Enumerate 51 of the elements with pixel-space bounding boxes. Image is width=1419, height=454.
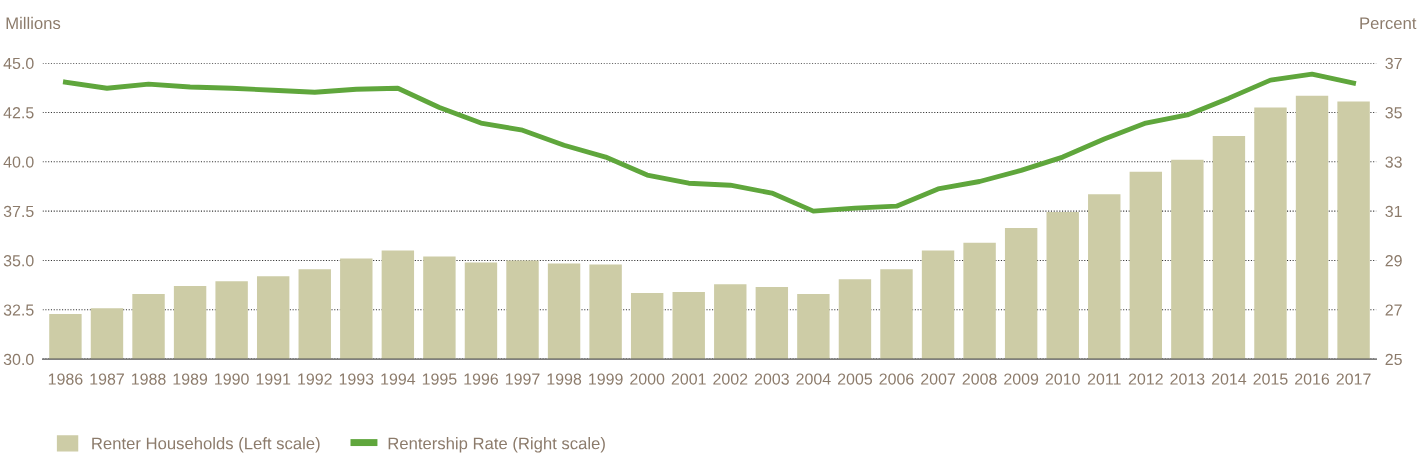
y-tick-label: 32.5 [3, 304, 34, 316]
x-tick-label: 1987 [90, 373, 124, 385]
y2-tick-label: 31 [1385, 205, 1402, 218]
y2-tick-label: 29 [1385, 255, 1402, 267]
y-tick-label: 37.5 [3, 205, 34, 218]
y2-axis-title: Percent [1360, 17, 1417, 30]
x-tick-label: 2009 [1004, 373, 1039, 385]
x-tick-label: 2008 [962, 373, 997, 385]
y2-tick-label: 25 [1385, 353, 1402, 366]
y-tick-label: 40.0 [3, 156, 34, 168]
x-tick-label: 2001 [671, 373, 706, 385]
x-tick-label: 1991 [256, 373, 291, 385]
legend-label: Renter Households (Left scale) [92, 437, 320, 453]
x-tick-label: 2010 [1045, 373, 1080, 385]
y2-tick-label: 33 [1385, 156, 1402, 168]
x-tick-label: 1993 [339, 373, 374, 385]
x-tick-label: 1998 [547, 373, 582, 385]
x-tick-label: 2017 [1336, 373, 1371, 385]
x-tick-label: 2002 [713, 373, 748, 385]
x-tick-label: 2012 [1128, 373, 1163, 385]
y2-tick-label: 35 [1385, 107, 1402, 119]
y2-tick-label: 37 [1385, 57, 1402, 70]
x-tick-label: 1989 [173, 373, 208, 385]
x-tick-label: 1999 [589, 373, 623, 385]
x-tick-label: 2013 [1170, 373, 1205, 385]
x-tick-label: 2006 [879, 373, 914, 385]
x-tick-label: 2004 [796, 373, 831, 385]
x-tick-label: 1994 [381, 373, 416, 385]
x-tick-label: 2007 [921, 373, 956, 385]
y-tick-label: 45.0 [3, 57, 34, 70]
x-tick-label: 2005 [837, 373, 873, 385]
x-tick-label: 2014 [1211, 373, 1247, 385]
x-tick-label: 1997 [505, 373, 540, 385]
y2-tick-label: 27 [1385, 304, 1402, 316]
x-tick-label: 2011 [1087, 373, 1121, 385]
x-tick-label: 1996 [464, 373, 499, 385]
x-tick-label: 1986 [48, 373, 83, 385]
x-tick-label: 1995 [422, 373, 457, 385]
x-tick-label: 2000 [630, 373, 665, 385]
y-tick-label: 35.0 [3, 255, 34, 267]
y-tick-label: 30.0 [3, 353, 34, 366]
y-tick-label: 42.5 [3, 107, 34, 119]
x-tick-label: 1992 [298, 373, 332, 385]
x-tick-label: 2015 [1253, 373, 1288, 385]
x-tick-label: 2016 [1295, 373, 1330, 385]
x-tick-label: 1988 [131, 373, 166, 385]
y-axis-title: Millions [6, 16, 61, 30]
x-tick-label: 1990 [215, 373, 249, 385]
legend-label: Rentership Rate (Right scale) [388, 437, 605, 453]
line-series [62, 71, 1357, 214]
x-tick-label: 2003 [754, 373, 789, 385]
